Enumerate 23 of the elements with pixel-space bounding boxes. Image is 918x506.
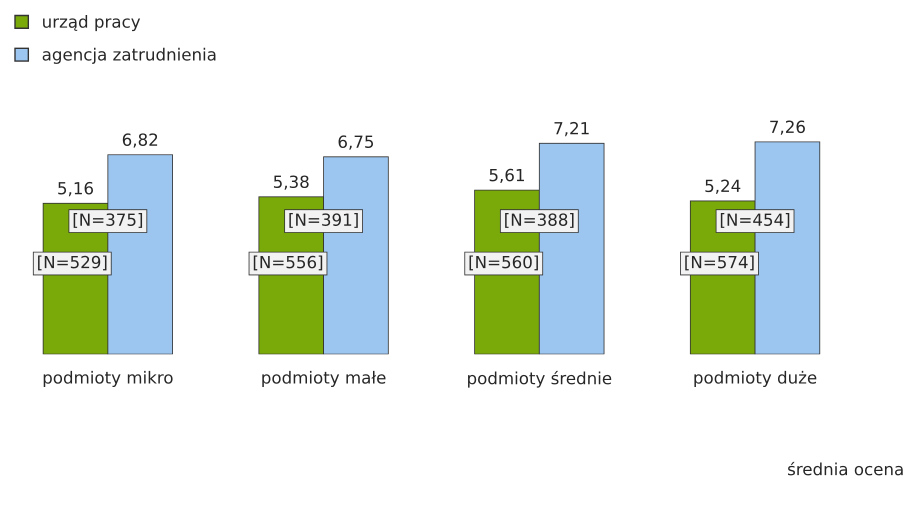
data-label: 6,75 [338,135,374,150]
legend-label: agencja zatrudnienia [42,48,216,64]
x-tick-label: podmioty małe [262,370,386,387]
data-label: 5,16 [58,182,94,196]
annotation: [N=560] [470,255,538,270]
annotation: [N=391] [289,213,358,228]
data-label: 7,26 [770,120,805,135]
data-label: 5,61 [490,168,524,184]
data-label: 6,82 [122,133,158,148]
data-label: 5,24 [705,180,740,194]
x-tick-label: podmioty mikro [44,370,173,387]
annotation: [N=529] [38,255,106,270]
annotation: [N=388] [505,213,574,228]
annotation: [N=574] [685,255,754,270]
annotation: [N=375] [74,213,142,228]
legend-label: urząd pracy [43,15,140,32]
x-tick-label: podmioty duże [694,370,816,387]
x-tick-label: podmioty średnie [468,370,612,388]
data-label: 7,21 [554,122,589,136]
annotation: [N=556] [254,255,322,270]
data-label: 5,38 [274,175,309,190]
text: średnia ocena [788,462,903,476]
annotation: [N=454] [720,213,790,228]
